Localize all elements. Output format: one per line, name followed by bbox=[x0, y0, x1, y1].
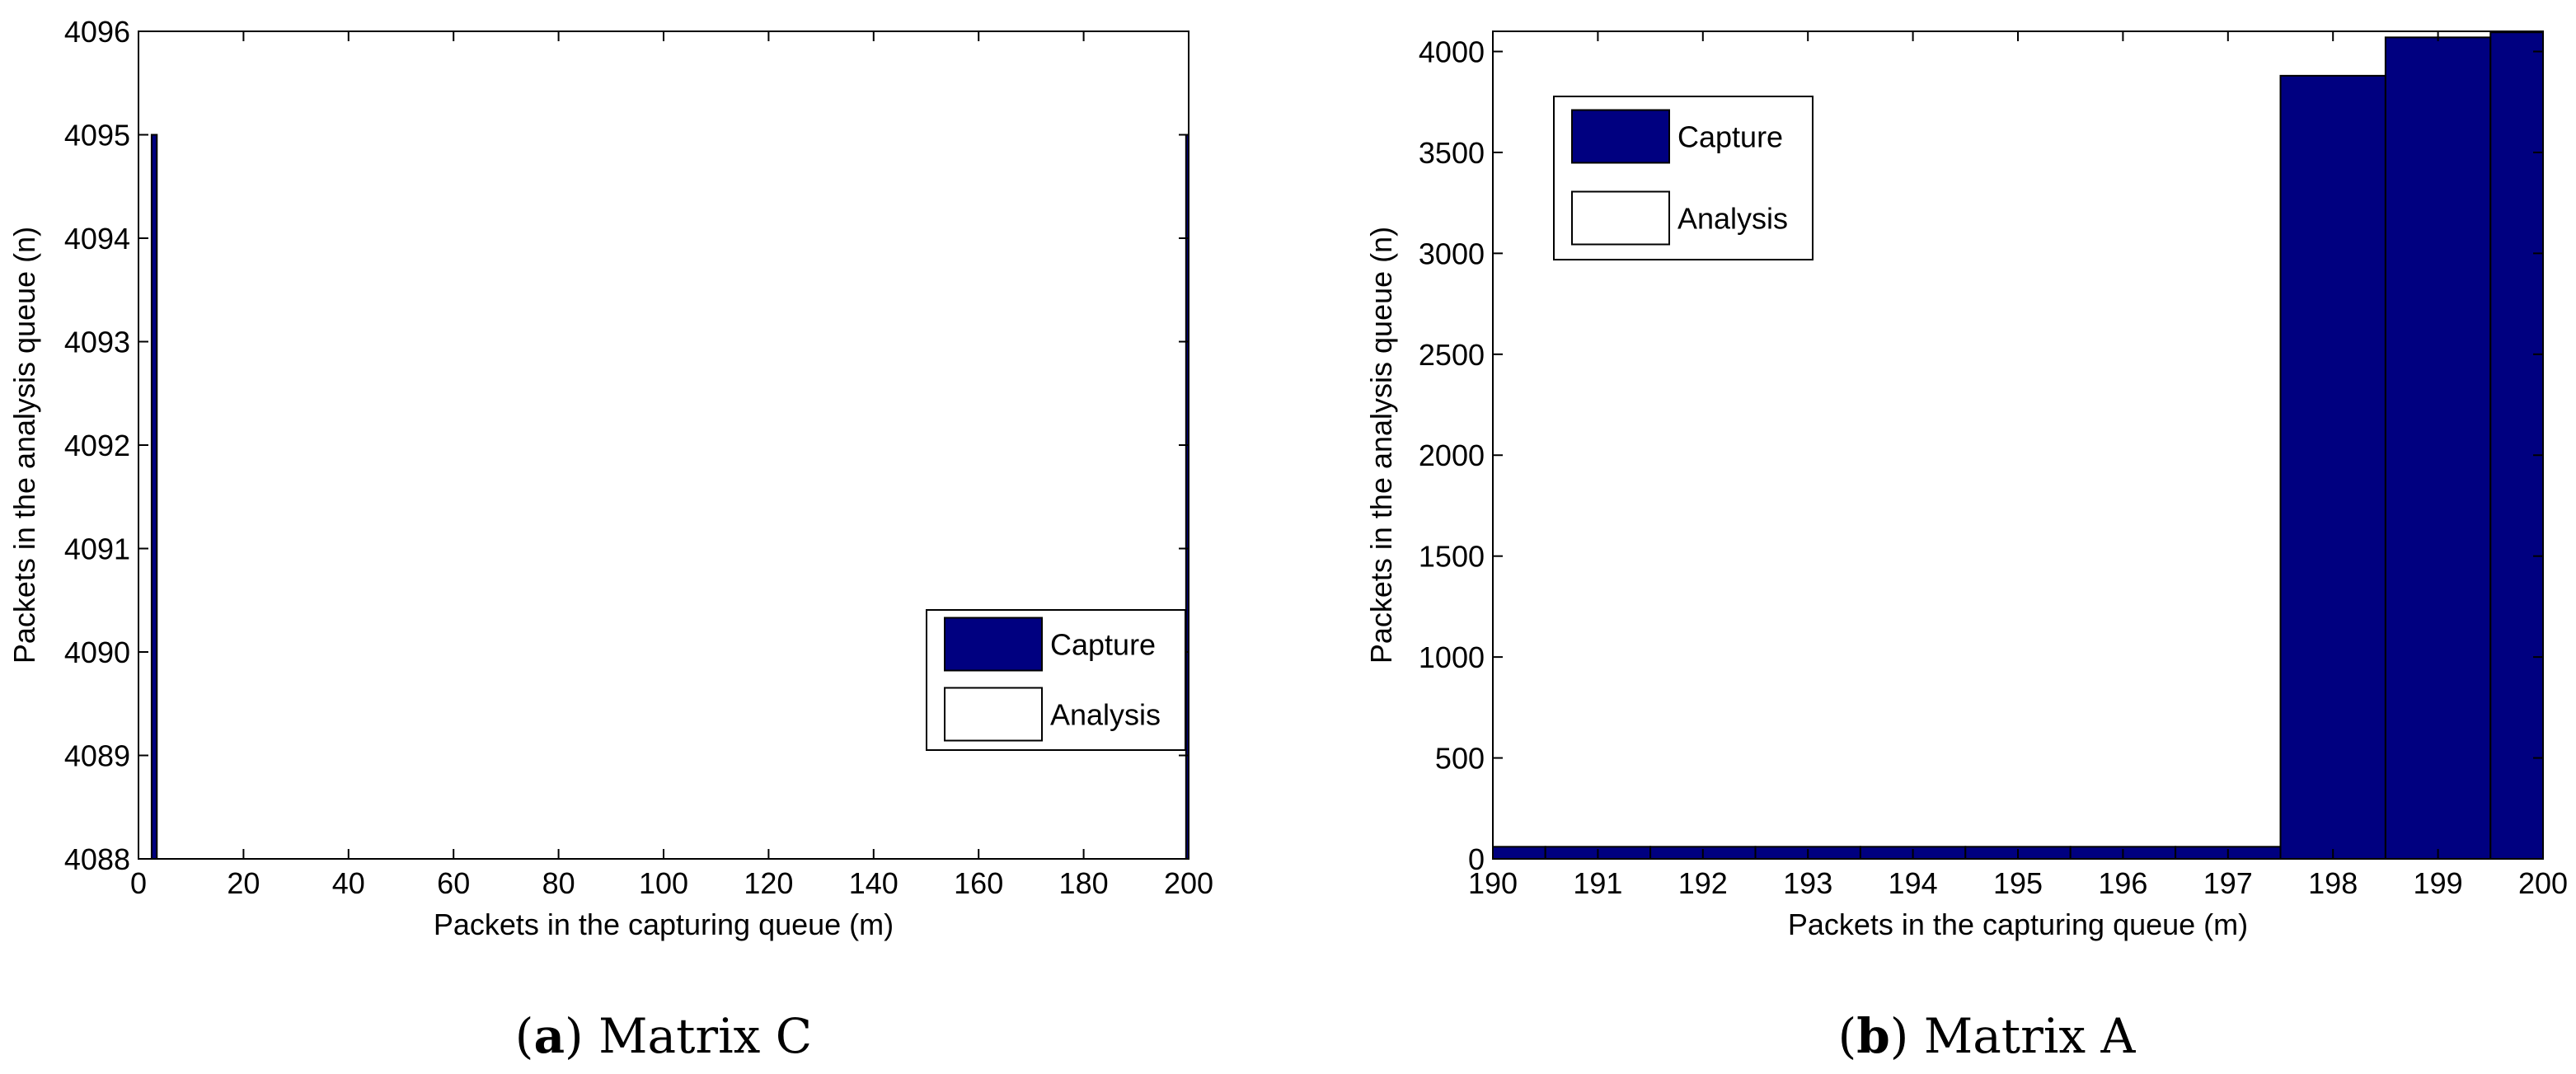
y-tick-label: 4090 bbox=[64, 635, 130, 669]
bar-capture-199 bbox=[2384, 36, 2492, 859]
x-tick-label: 120 bbox=[744, 866, 793, 900]
x-tick-label: 0 bbox=[130, 866, 147, 900]
bar-capture-198 bbox=[2279, 74, 2386, 859]
legend-label-capture: Capture bbox=[1050, 628, 1156, 662]
x-tick-label: 198 bbox=[2308, 866, 2358, 900]
y-tick-label: 3500 bbox=[1419, 136, 1485, 170]
caption-text: Matrix A bbox=[1924, 1008, 2137, 1064]
y-tick-label: 0 bbox=[1468, 842, 1485, 876]
caption-letter: a bbox=[533, 1008, 565, 1064]
legend-label-analysis: Analysis bbox=[1677, 202, 1788, 236]
legend-swatch-analysis bbox=[1571, 190, 1670, 246]
x-tick-label: 190 bbox=[1468, 866, 1518, 900]
x-tick-label: 197 bbox=[2203, 866, 2253, 900]
x-tick-label: 200 bbox=[1164, 866, 1213, 900]
panel-matrix-a: 190 191 192 193 194 195 196 197 198 199 2000500100… bbox=[1364, 30, 2568, 1064]
x-tick-label: 192 bbox=[1678, 866, 1728, 900]
y-axis-label: Packets in the analysis queue (n) bbox=[1364, 227, 1398, 664]
y-tick-label: 4093 bbox=[64, 326, 130, 359]
y-tick-label: 1000 bbox=[1419, 640, 1485, 674]
x-tick-label: 80 bbox=[542, 866, 575, 900]
caption-paren-close: ) bbox=[565, 1008, 598, 1064]
panel-caption: (a) Matrix C bbox=[515, 1008, 812, 1064]
caption-paren-open: ( bbox=[515, 1008, 534, 1064]
bars bbox=[1493, 31, 2543, 859]
y-tick-label: 4096 bbox=[64, 15, 130, 49]
panel-matrix-c: 0 20 40 60 80 100 120 140 160 180 200 4088 4089 4090 4… bbox=[7, 15, 1213, 1064]
y-tick-label: 4088 bbox=[64, 842, 130, 876]
x-tick-label: 60 bbox=[437, 866, 470, 900]
x-tick-label: 40 bbox=[332, 866, 365, 900]
y-tick-label: 3000 bbox=[1419, 237, 1485, 270]
x-tick-label: 160 bbox=[954, 866, 1003, 900]
y-tick-label: 4092 bbox=[64, 429, 130, 462]
y-axis-label: Packets in the analysis queue (n) bbox=[7, 227, 41, 664]
x-axis-label: Packets in the capturing queue (m) bbox=[1788, 908, 2248, 941]
legend-swatch-capture bbox=[1571, 109, 1670, 164]
x-tick-label: 180 bbox=[1059, 866, 1109, 900]
caption-paren-open: ( bbox=[1838, 1008, 1857, 1064]
legend-label-analysis: Analysis bbox=[1050, 698, 1161, 732]
legend-swatch-capture bbox=[944, 617, 1043, 672]
x-axis-label: Packets in the capturing queue (m) bbox=[434, 908, 894, 941]
y-tick-label: 4091 bbox=[64, 532, 130, 566]
x-tick-label: 20 bbox=[227, 866, 260, 900]
caption-text: Matrix C bbox=[598, 1008, 812, 1064]
x-tick-label: 191 bbox=[1573, 866, 1622, 900]
bar-capture-200 bbox=[2489, 31, 2543, 859]
legend: Capture Analysis bbox=[926, 609, 1186, 751]
y-tick-label: 500 bbox=[1435, 742, 1485, 776]
y-tick-label: 4095 bbox=[64, 119, 130, 152]
x-tick-label: 196 bbox=[2098, 866, 2147, 900]
x-tick-label: 100 bbox=[639, 866, 688, 900]
x-tick-label: 195 bbox=[1993, 866, 2043, 900]
x-tick-label: 193 bbox=[1783, 866, 1832, 900]
legend-label-capture: Capture bbox=[1677, 120, 1783, 154]
y-tick-label: 2500 bbox=[1419, 338, 1485, 372]
y-tick-label: 1500 bbox=[1419, 540, 1485, 574]
legend-swatch-analysis bbox=[944, 687, 1043, 742]
bar-capture-3 bbox=[150, 134, 158, 859]
y-tick-label: 4089 bbox=[64, 739, 130, 773]
legend: Capture Analysis bbox=[1553, 96, 1814, 260]
y-tick-label: 2000 bbox=[1419, 439, 1485, 472]
x-tick-label: 200 bbox=[2518, 866, 2568, 900]
panel-caption: (b) Matrix A bbox=[1838, 1008, 2137, 1064]
x-tick-label: 140 bbox=[849, 866, 899, 900]
x-tick-label: 199 bbox=[2414, 866, 2463, 900]
y-tick-label: 4094 bbox=[64, 222, 130, 256]
caption-letter: b bbox=[1856, 1008, 1890, 1064]
x-tick-label: 194 bbox=[1889, 866, 1938, 900]
y-tick-label: 4000 bbox=[1419, 35, 1485, 68]
caption-paren-close: ) bbox=[1890, 1008, 1924, 1064]
